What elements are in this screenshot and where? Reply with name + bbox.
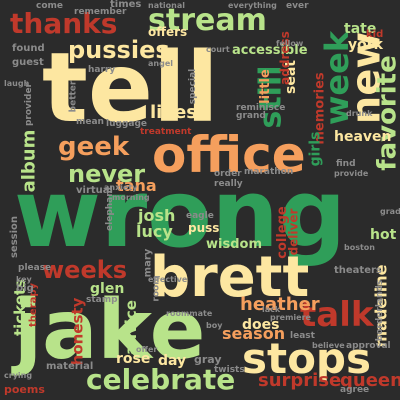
- word-stamp: stamp: [86, 295, 118, 305]
- word-puss: puss: [188, 221, 220, 235]
- word-stops: stops: [242, 334, 371, 383]
- word-glen: glen: [90, 281, 125, 297]
- word-roommate: roommate: [166, 309, 213, 318]
- word-crying: crying: [4, 371, 33, 380]
- word-album: album: [18, 129, 40, 193]
- word-hot: hot: [370, 227, 397, 243]
- word-favorite: favorite: [372, 55, 400, 171]
- word-believe: believe: [312, 341, 345, 350]
- word-tell: tell: [42, 32, 219, 144]
- word-angel: angel: [148, 59, 173, 68]
- word-lack: lack: [262, 305, 281, 314]
- word-wrong: wrong: [14, 160, 346, 269]
- word-grand: grand: [236, 111, 266, 121]
- word-lucy: lucy: [136, 222, 173, 241]
- word-treatment: treatment: [140, 127, 192, 137]
- word-borderlands: borderlands: [375, 279, 386, 342]
- word-jake: jake: [14, 283, 206, 378]
- word-ever: ever: [286, 1, 309, 11]
- word-josh: josh: [138, 206, 176, 225]
- word-reminisce: reminisce: [236, 103, 286, 113]
- word-provide: provide: [334, 169, 369, 178]
- word-order: order: [214, 169, 242, 179]
- word-heather: heather: [240, 294, 320, 315]
- word-provider: provider: [24, 82, 35, 127]
- word-poems: poems: [4, 383, 45, 396]
- word-boston: boston: [344, 243, 375, 252]
- word-big: big: [16, 283, 34, 294]
- word-office: office: [152, 126, 306, 184]
- word-premiere: premiere: [270, 313, 311, 322]
- word-times: times: [110, 0, 142, 10]
- word-least: least: [290, 331, 315, 341]
- word-mean: mean: [76, 117, 104, 127]
- word-please: please: [18, 263, 52, 273]
- word-approval: approval: [346, 341, 391, 351]
- word-honesty: honesty: [68, 297, 87, 366]
- word-guest: guest: [12, 57, 44, 68]
- word-remember: remember: [74, 7, 127, 17]
- word-brett: brett: [150, 245, 310, 310]
- word-special: special: [188, 68, 199, 105]
- word-anxiety: anxiety: [104, 183, 138, 192]
- word-season: season: [222, 324, 286, 343]
- word-material: material: [46, 361, 94, 372]
- word-fellow: fellow: [276, 39, 304, 48]
- word-tate: tate: [344, 21, 377, 37]
- word-twists: twists: [214, 365, 245, 375]
- word-queen: queen: [340, 370, 400, 391]
- word-court: court: [206, 45, 230, 54]
- word-pussies: pussies: [68, 36, 170, 64]
- word-lives: lives: [150, 102, 197, 123]
- word-wisdom: wisdom: [206, 237, 262, 252]
- word-tana: tana: [116, 176, 157, 195]
- word-york: york: [348, 37, 383, 53]
- word-effective: effective: [148, 275, 188, 284]
- word-found: found: [12, 43, 45, 54]
- word-come: come: [36, 1, 63, 11]
- word-virtual: virtual: [76, 185, 113, 196]
- word-harry: harry: [88, 65, 116, 75]
- word-celebrate: celebrate: [86, 363, 236, 396]
- word-girls: girls: [307, 131, 324, 167]
- word-laugh: laugh: [4, 79, 30, 88]
- word-offer: offer: [136, 345, 158, 354]
- word-weeks: weeks: [42, 256, 127, 284]
- word-accessible: accessible: [232, 43, 308, 58]
- word-eagle: eagle: [186, 211, 214, 221]
- word-heaven: heaven: [334, 129, 392, 145]
- word-kid: kid: [366, 29, 384, 40]
- word-really: really: [214, 179, 243, 189]
- word-session: session: [9, 215, 21, 259]
- word-key: key: [16, 275, 32, 284]
- word-agree: agree: [340, 385, 370, 395]
- word-offers: offers: [148, 25, 188, 39]
- word-gray: gray: [194, 353, 222, 366]
- word-drunk: drunk: [346, 109, 373, 118]
- word-never: never: [68, 160, 146, 188]
- word-talk: talk: [300, 295, 374, 335]
- word-rose: rose: [116, 351, 151, 367]
- word-little: little: [257, 69, 273, 104]
- word-find: find: [336, 159, 356, 169]
- word-deliver: deliver: [286, 208, 301, 256]
- word-morning: morning: [112, 193, 150, 202]
- word-theaters: theaters: [334, 265, 382, 276]
- word-national: national: [148, 1, 185, 10]
- word-marathon: marathon: [244, 167, 294, 177]
- word-does: does: [242, 317, 280, 333]
- word-luggage: luggage: [106, 119, 147, 129]
- word-grad: grad: [380, 207, 400, 216]
- word-day: day: [158, 353, 187, 369]
- word-boy: boy: [206, 321, 223, 330]
- word-everything: everything: [228, 1, 277, 10]
- word-surprise: surprise: [258, 370, 342, 391]
- word-geek: geek: [58, 132, 130, 162]
- word-stream: stream: [148, 3, 267, 38]
- word-mary: mary: [142, 248, 154, 278]
- word-thanks: thanks: [10, 7, 118, 40]
- word-better: better: [68, 80, 79, 113]
